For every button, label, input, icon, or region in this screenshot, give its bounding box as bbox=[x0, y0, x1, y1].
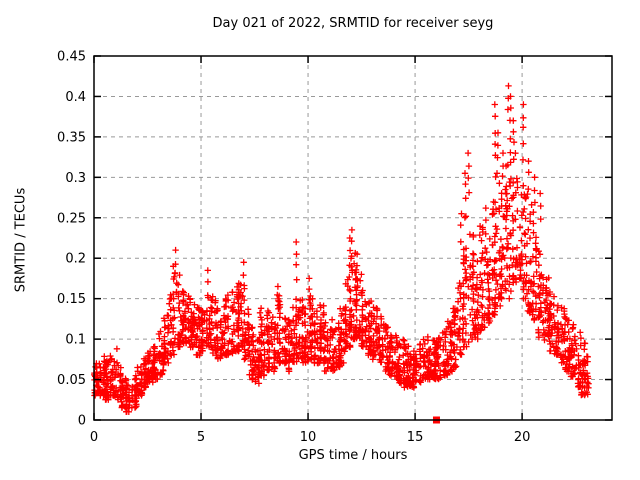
y-tick-label: 0.4 bbox=[65, 90, 86, 105]
y-tick-label: 0.45 bbox=[57, 50, 86, 65]
x-tick-label: 10 bbox=[300, 430, 317, 445]
y-tick-label: 0.2 bbox=[65, 252, 86, 267]
y-tick-label: 0.25 bbox=[57, 211, 86, 226]
plot-border bbox=[93, 55, 613, 421]
y-tick-label: 0.05 bbox=[57, 373, 86, 388]
chart-title: Day 021 of 2022, SRMTID for receiver sey… bbox=[212, 16, 494, 31]
y-tick-label: 0 bbox=[78, 414, 86, 429]
x-tick-label: 20 bbox=[514, 430, 531, 445]
x-tick-label: 5 bbox=[197, 430, 205, 445]
scatter-points bbox=[91, 82, 592, 415]
x-axis-title: GPS time / hours bbox=[298, 448, 408, 463]
x-tick-label: 15 bbox=[407, 430, 424, 445]
y-tick-label: 0.1 bbox=[65, 333, 86, 348]
y-tick-label: 0.35 bbox=[57, 130, 86, 145]
y-tick-label: 0.3 bbox=[65, 171, 86, 186]
x-tick-label: 0 bbox=[90, 430, 98, 445]
y-tick-label: 0.15 bbox=[57, 292, 86, 307]
